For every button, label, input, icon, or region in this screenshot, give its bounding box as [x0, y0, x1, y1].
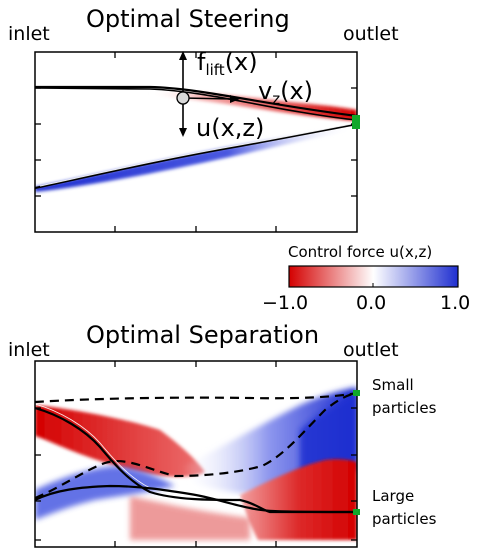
top-panel-plot [34, 51, 360, 233]
bottom-solid-path-upper [35, 406, 357, 514]
control-force-label: u(x,z) [196, 114, 265, 142]
top-upper-boundary [35, 85, 357, 118]
bottom-red-lower-right [240, 459, 357, 540]
bottom-control-field [35, 387, 357, 540]
bottom-dashed-path-upper [35, 391, 357, 404]
top-lower-boundary [35, 122, 357, 190]
bottom-inlet-label: inlet [8, 339, 50, 361]
bottom-outlet-label: outlet [343, 339, 399, 361]
top-particle-path [35, 87, 357, 121]
velocity-arrow [182, 95, 240, 103]
top-title: Optimal Steering [86, 5, 290, 33]
colorbar-tick-mid: 0.0 [356, 292, 387, 314]
small-particles-label-1: Small [372, 376, 414, 394]
bottom-red-strip [130, 496, 250, 540]
bottom-title: Optimal Separation [86, 321, 320, 349]
velocity-label: vz(x) [258, 77, 314, 108]
lift-force-label: flift(x) [197, 48, 258, 79]
bottom-panel-plot [34, 360, 360, 548]
bottom-red-upper-left [35, 405, 205, 477]
large-particles-label-1: Large [372, 487, 415, 505]
colorbar [288, 265, 459, 288]
colorbar-tick-max: 1.0 [440, 292, 471, 314]
bottom-axis-ticks [35, 361, 357, 547]
colorbar-tick-min: −1.0 [262, 292, 309, 314]
large-particles-label-2: particles [372, 510, 437, 528]
particle-marker [176, 91, 190, 105]
top-inlet-label: inlet [8, 23, 50, 45]
bottom-blue-lower-left [35, 466, 175, 520]
bottom-solid-path-lower [35, 484, 357, 514]
top-outlet-label: outlet [343, 23, 399, 45]
colorbar-title: Control force u(x,z) [288, 243, 433, 261]
small-particles-label-2: particles [372, 399, 437, 417]
top-blue-region [35, 126, 357, 192]
top-outlet-marker [352, 115, 360, 129]
bottom-dashed-path-lower [35, 391, 357, 500]
bottom-outlet-marker-small [353, 390, 360, 396]
bottom-outlet-marker-large [353, 509, 360, 515]
